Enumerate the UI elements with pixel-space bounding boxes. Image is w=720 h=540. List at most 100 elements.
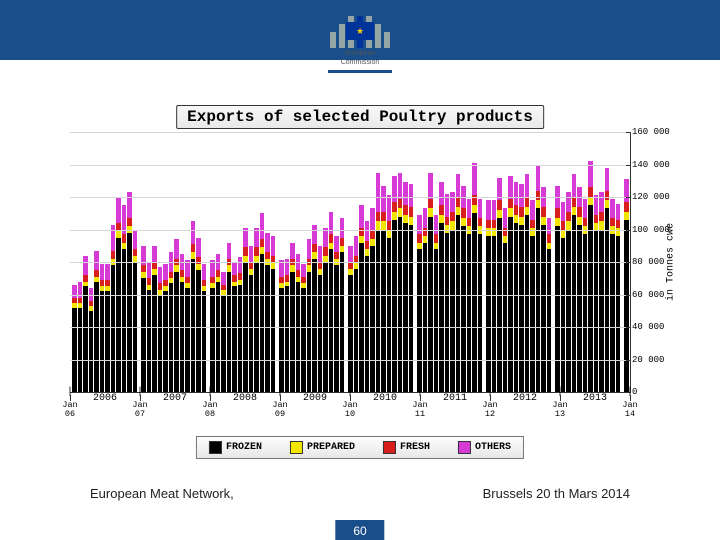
logo-underline [328, 70, 392, 73]
bar [152, 246, 157, 392]
slide: ★ European Commission Exports of selecte… [0, 0, 720, 540]
bar [127, 192, 132, 392]
bar [445, 194, 450, 392]
y-tick: 20 000 [632, 355, 682, 365]
x-axis: |Jan06|Jan07|Jan08|Jan09|Jan10|Jan11|Jan… [70, 392, 630, 426]
bar [216, 254, 221, 392]
grid-line [70, 165, 630, 166]
bar [450, 192, 455, 392]
x-year-label: 2008 [233, 393, 257, 404]
chart-area: 020 00040 00060 00080 000100 000120 0001… [70, 132, 630, 392]
bar [566, 192, 571, 392]
bar [83, 256, 88, 393]
x-year-label: 2006 [93, 393, 117, 404]
bar [409, 184, 414, 392]
bar [354, 236, 359, 392]
y-tick: 160 000 [632, 127, 682, 137]
x-year-label: 2013 [583, 393, 607, 404]
logo-text-2: Commission [328, 59, 392, 66]
legend-label-frozen: FROZEN [226, 442, 262, 453]
bar [423, 208, 428, 392]
bar [260, 213, 265, 392]
x-year-label: 2007 [163, 393, 187, 404]
x-year-label: 2009 [303, 393, 327, 404]
bar [541, 187, 546, 392]
legend-swatch-others [458, 441, 471, 454]
grid-line [70, 132, 630, 133]
y-tick: 140 000 [632, 160, 682, 170]
x-year-label: 2010 [373, 393, 397, 404]
legend-item-fresh: FRESH [383, 441, 430, 454]
bar [191, 221, 196, 392]
bar [555, 186, 560, 392]
legend-item-frozen: FROZEN [209, 441, 262, 454]
bar [434, 215, 439, 392]
x-major-label: Jan10 [342, 401, 357, 419]
bar [417, 215, 422, 392]
bar [577, 187, 582, 392]
footer-right-text: Brussels 20 th Mars 2014 [483, 486, 630, 501]
bar [365, 221, 370, 392]
legend-swatch-frozen [209, 441, 222, 454]
y-tick: 40 000 [632, 322, 682, 332]
bar [111, 225, 116, 392]
legend-item-prepared: PREPARED [290, 441, 355, 454]
legend-label-others: OTHERS [475, 442, 511, 453]
y-tick: 120 000 [632, 192, 682, 202]
bar [348, 246, 353, 392]
ec-logo: ★ European Commission [328, 10, 392, 73]
bar [78, 282, 83, 393]
bar [158, 267, 163, 392]
bar [254, 228, 259, 392]
bar [519, 184, 524, 392]
x-major-label: Jan14 [622, 401, 637, 419]
bar [89, 288, 94, 392]
x-major-label: Jan12 [482, 401, 497, 419]
page-number: 60 [335, 520, 384, 540]
bar [290, 243, 295, 393]
bar [265, 233, 270, 392]
x-major-label: Jan09 [272, 401, 287, 419]
bar [334, 236, 339, 392]
bar [547, 218, 552, 392]
grid-line [70, 262, 630, 263]
plot-area: 020 00040 00060 00080 000100 000120 0001… [70, 132, 631, 393]
bar [180, 254, 185, 392]
x-major-label: Jan07 [132, 401, 147, 419]
bar [296, 254, 301, 392]
legend-swatch-prepared [290, 441, 303, 454]
bar [221, 272, 226, 392]
bar [370, 208, 375, 392]
bar [238, 257, 243, 392]
x-major-label: Jan11 [412, 401, 427, 419]
bar [514, 182, 519, 392]
logo-text-1: European [328, 50, 392, 57]
bar [133, 230, 138, 393]
bar [588, 161, 593, 392]
grid-line [70, 197, 630, 198]
bar [536, 165, 541, 393]
x-major-label: Jan06 [62, 401, 77, 419]
grid-line [70, 230, 630, 231]
footer-left-text: European Meat Network, [90, 486, 234, 501]
bar [461, 186, 466, 392]
bar [605, 168, 610, 392]
bar [72, 285, 77, 392]
bar [243, 228, 248, 392]
ec-building-icon: ★ [328, 10, 392, 48]
bar [318, 246, 323, 392]
x-year-label: 2012 [513, 393, 537, 404]
legend-label-fresh: FRESH [400, 442, 430, 453]
chart-title: Exports of selected Poultry products [176, 105, 544, 129]
bar [122, 205, 127, 392]
bar [249, 246, 254, 392]
bar [169, 252, 174, 392]
bar [503, 208, 508, 392]
grid-line [70, 360, 630, 361]
grid-line [70, 295, 630, 296]
bar [94, 251, 99, 392]
bar [381, 186, 386, 392]
bar [285, 259, 290, 392]
bar [196, 238, 201, 392]
x-year-label: 2011 [443, 393, 467, 404]
